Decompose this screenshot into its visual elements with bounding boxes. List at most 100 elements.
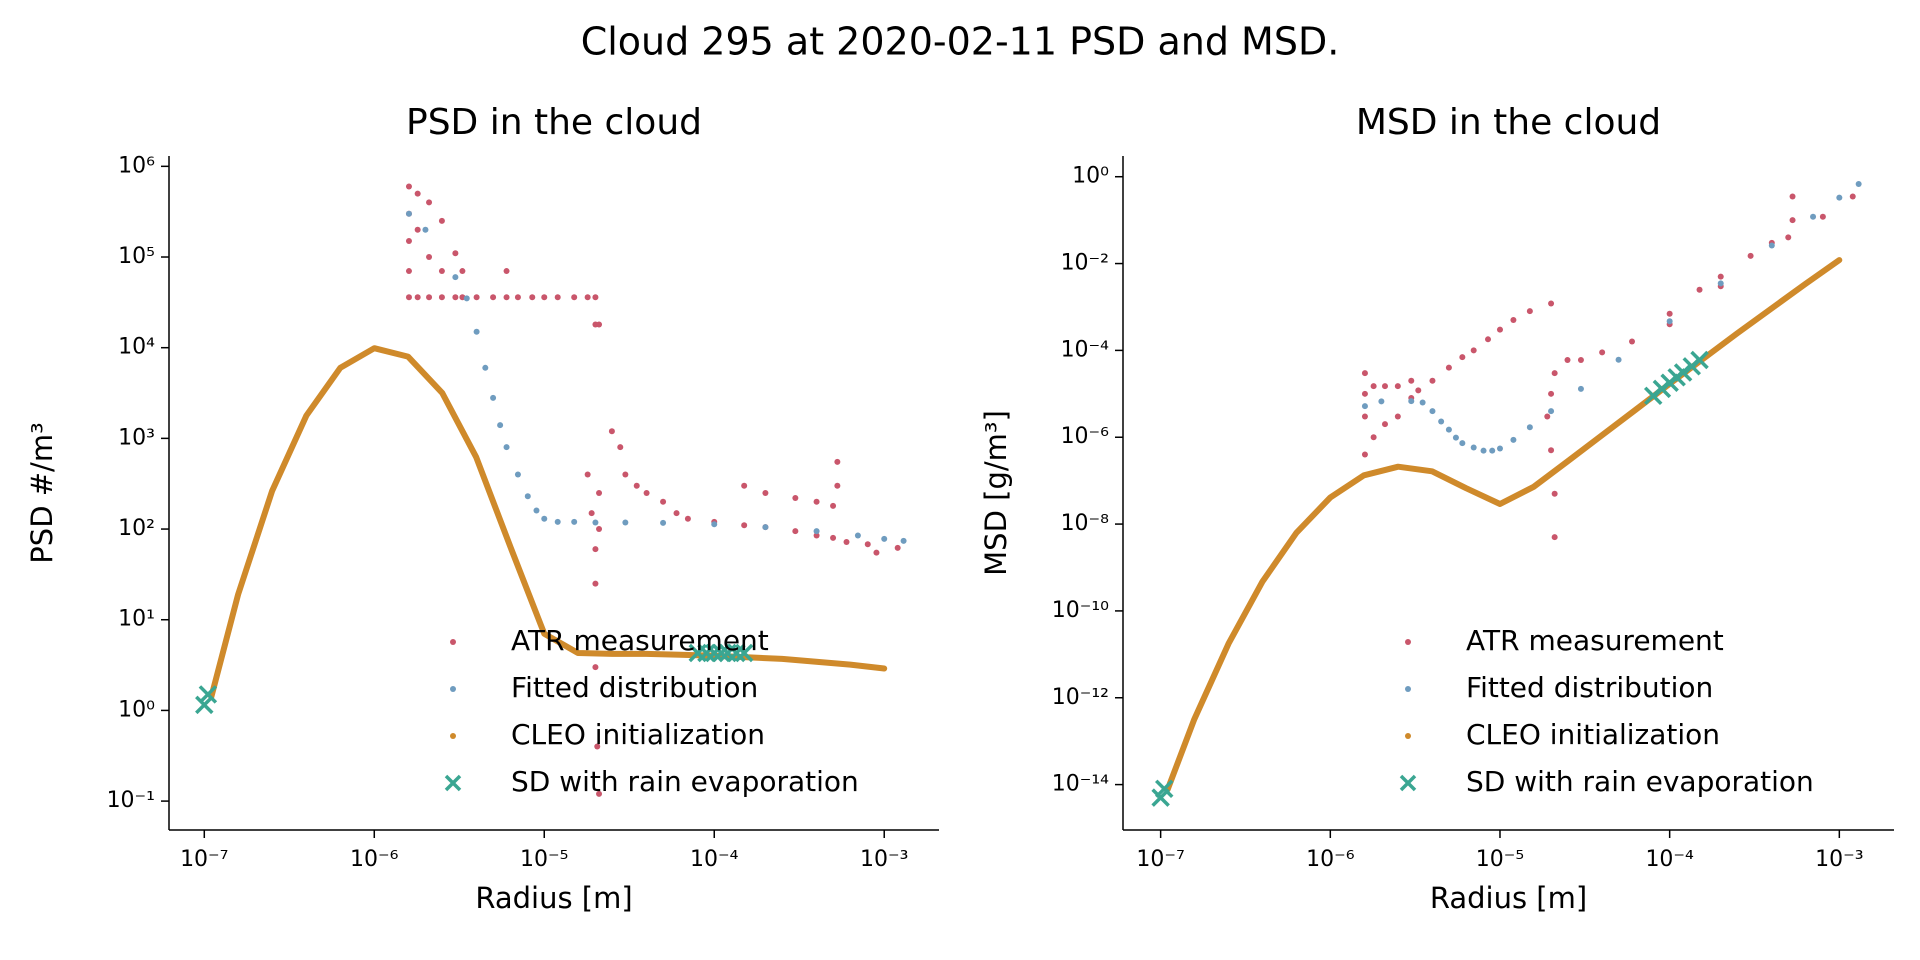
y-tick-label: 10⁶ xyxy=(118,153,155,178)
point xyxy=(414,226,421,233)
point xyxy=(1489,447,1496,454)
point xyxy=(482,364,489,371)
legend-label: CLEO initialization xyxy=(1466,718,1720,751)
point xyxy=(554,518,561,525)
legend-label: ATR measurement xyxy=(1466,624,1724,657)
point xyxy=(1459,354,1466,361)
point xyxy=(894,544,901,551)
point xyxy=(834,482,841,489)
x-tick-label: 10⁻⁷ xyxy=(180,847,228,872)
series xyxy=(1361,180,1862,454)
point xyxy=(834,458,841,465)
y-tick-label: 10⁵ xyxy=(118,244,155,269)
point xyxy=(830,534,837,541)
point xyxy=(596,489,603,496)
point xyxy=(900,537,907,544)
x-tick-label: 10⁻³ xyxy=(860,847,908,872)
point xyxy=(1599,349,1606,356)
point xyxy=(1747,252,1754,259)
point xyxy=(596,321,603,328)
point xyxy=(762,524,769,531)
point xyxy=(1785,234,1792,241)
point xyxy=(459,268,466,275)
point xyxy=(426,294,433,301)
point xyxy=(1510,317,1517,324)
legend-label: Fitted distribution xyxy=(511,671,758,704)
point xyxy=(854,532,861,539)
point xyxy=(414,190,421,197)
legend-label: SD with rain evaporation xyxy=(511,765,859,798)
point xyxy=(762,489,769,496)
point xyxy=(1564,357,1571,364)
x-tick-label: 10⁻⁴ xyxy=(1645,847,1694,872)
point xyxy=(813,528,820,535)
point xyxy=(1459,440,1466,447)
point xyxy=(1381,421,1388,428)
series xyxy=(195,643,754,715)
point xyxy=(405,294,412,301)
x-tick-label: 10⁻⁵ xyxy=(520,847,568,872)
point xyxy=(1615,356,1622,363)
point xyxy=(554,294,561,301)
point xyxy=(622,471,629,478)
point xyxy=(1836,194,1843,201)
point xyxy=(1577,357,1584,364)
subplot: PSD in the cloud Radius [m] PSD #/m³ 10⁻⁷ 10… xyxy=(25,102,939,915)
point xyxy=(1526,424,1533,431)
y-tick-label: 10⁻⁶ xyxy=(1061,424,1110,449)
point xyxy=(673,510,680,517)
legend-label: Fitted distribution xyxy=(1466,671,1713,704)
point xyxy=(588,510,595,517)
x-tick-label: 10⁻⁶ xyxy=(350,847,399,872)
point xyxy=(1810,213,1817,220)
point xyxy=(864,541,871,548)
x-marker xyxy=(734,643,754,663)
series xyxy=(405,210,907,544)
point xyxy=(1370,434,1377,441)
point xyxy=(1666,310,1673,317)
x-tick-label: 10⁻⁴ xyxy=(690,847,739,872)
point xyxy=(1408,377,1415,384)
x-marker xyxy=(705,643,724,663)
y-tick-label: 10⁰ xyxy=(1072,164,1109,189)
point xyxy=(1696,286,1703,293)
point xyxy=(1361,451,1368,458)
point xyxy=(813,498,820,505)
point xyxy=(541,515,548,522)
point xyxy=(473,294,480,301)
point xyxy=(594,743,601,750)
subplot: MSD in the cloud Radius [m] MSD [g/m³] 10⁻⁷… xyxy=(979,102,1894,915)
point xyxy=(405,238,412,245)
y-tick-label: 10⁴ xyxy=(118,335,155,360)
point xyxy=(843,538,850,545)
point xyxy=(426,199,433,206)
point xyxy=(571,518,578,525)
point xyxy=(571,294,578,301)
x-marker xyxy=(195,695,214,715)
point xyxy=(813,532,820,539)
series xyxy=(405,183,901,797)
point xyxy=(592,664,599,671)
point xyxy=(1378,398,1385,405)
point xyxy=(1394,413,1401,420)
point xyxy=(643,489,650,496)
point xyxy=(452,274,459,281)
point xyxy=(1480,447,1487,454)
point xyxy=(1544,413,1551,420)
point xyxy=(1445,364,1452,371)
y-tick-label: 10⁻¹⁴ xyxy=(1052,772,1109,797)
y-tick-label: 10⁻² xyxy=(1061,251,1109,276)
x-marker xyxy=(1673,363,1693,382)
point xyxy=(503,294,510,301)
point xyxy=(426,254,433,261)
point xyxy=(584,294,591,301)
point xyxy=(1470,444,1477,451)
point xyxy=(881,535,888,542)
point xyxy=(463,295,470,302)
point xyxy=(541,294,548,301)
point xyxy=(1438,418,1445,425)
y-tick-label: 10¹ xyxy=(118,607,155,632)
point xyxy=(422,226,429,233)
point xyxy=(873,549,880,556)
